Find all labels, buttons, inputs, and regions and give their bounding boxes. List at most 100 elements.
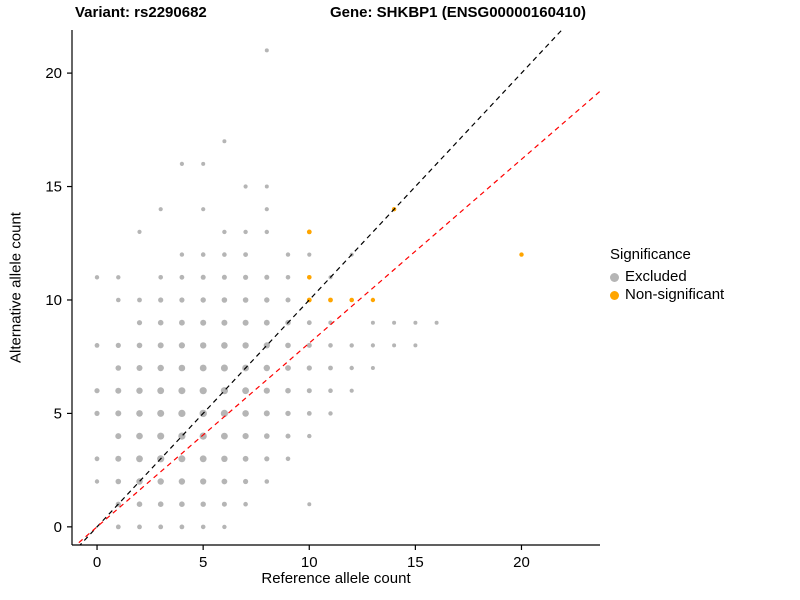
data-point — [158, 275, 163, 280]
points-non-significant — [306, 207, 524, 303]
data-point — [519, 252, 524, 257]
data-point — [179, 274, 185, 280]
data-point — [263, 410, 270, 417]
data-point — [94, 456, 100, 462]
data-point — [94, 388, 100, 394]
data-point — [220, 409, 228, 417]
legend-item-non-significant: Non-significant — [610, 286, 724, 304]
data-point — [349, 297, 355, 303]
data-point — [349, 365, 354, 371]
data-point — [115, 478, 122, 485]
data-point — [222, 252, 227, 257]
data-point — [199, 455, 207, 463]
data-point — [221, 455, 228, 462]
data-point — [136, 320, 143, 326]
data-point — [200, 319, 207, 326]
x-axis: 0 5 10 15 20 — [72, 544, 600, 571]
data-point — [178, 342, 185, 349]
data-point — [349, 343, 354, 348]
data-point — [179, 161, 184, 166]
data-point — [243, 478, 249, 485]
data-point — [370, 343, 375, 348]
data-point — [264, 48, 269, 53]
data-point — [242, 342, 249, 349]
tick-label: 20 — [45, 65, 62, 82]
data-point — [370, 366, 375, 370]
data-point — [200, 478, 207, 485]
data-point — [221, 342, 228, 349]
tick-label: 5 — [54, 405, 62, 422]
data-point — [263, 364, 270, 372]
points-excluded — [94, 48, 439, 530]
data-point — [264, 207, 269, 212]
data-point — [200, 342, 207, 349]
data-point — [307, 502, 312, 507]
data-point — [201, 207, 206, 212]
data-point — [137, 229, 142, 234]
tick-label: 15 — [407, 554, 424, 571]
data-point — [221, 319, 228, 326]
data-point — [179, 297, 185, 303]
data-point — [115, 433, 122, 440]
data-point — [328, 388, 333, 394]
gene-title: Gene: SHKBP1 (ENSG00000160410) — [330, 4, 586, 21]
data-point — [307, 275, 312, 280]
data-point — [349, 388, 354, 393]
data-point — [328, 343, 333, 348]
data-point — [157, 364, 164, 372]
data-point — [285, 365, 291, 371]
data-point — [306, 342, 312, 348]
data-point — [285, 342, 291, 349]
data-point — [178, 409, 186, 417]
data-point — [285, 387, 291, 394]
data-point — [115, 410, 122, 417]
tick-label: 5 — [199, 554, 207, 571]
data-point — [263, 387, 270, 394]
data-point — [136, 387, 143, 394]
data-point — [242, 410, 249, 417]
data-point — [243, 501, 248, 507]
data-point — [94, 275, 100, 280]
data-point — [179, 524, 185, 530]
data-point — [136, 342, 143, 349]
data-point — [115, 342, 121, 348]
data-point — [222, 524, 227, 530]
data-point — [220, 364, 228, 372]
data-point — [243, 184, 248, 189]
expected-ratio-line — [75, 90, 600, 545]
data-point — [264, 229, 269, 235]
data-point — [94, 343, 100, 348]
data-point — [221, 432, 228, 440]
data-point — [158, 524, 164, 530]
data-point — [306, 411, 312, 416]
data-point — [137, 297, 142, 303]
data-point — [285, 410, 291, 417]
data-point — [115, 387, 122, 394]
data-point — [200, 524, 206, 530]
x-axis-label: Reference allele count — [261, 570, 411, 587]
data-point — [285, 275, 291, 280]
data-point — [116, 297, 121, 303]
data-point — [264, 184, 269, 189]
data-point — [137, 524, 142, 530]
data-point — [115, 455, 122, 462]
legend-item-label: Non-significant — [625, 286, 725, 303]
data-point — [413, 343, 418, 348]
data-point — [200, 501, 206, 507]
data-point — [264, 479, 270, 484]
tick-label: 10 — [45, 292, 62, 309]
data-point — [221, 274, 227, 280]
data-point — [370, 297, 376, 303]
data-point — [307, 252, 312, 257]
data-point — [179, 252, 185, 257]
legend: Significance Excluded Non-significant — [610, 246, 724, 304]
data-point — [264, 274, 270, 280]
data-point — [201, 161, 206, 166]
data-point — [392, 343, 397, 348]
data-point — [157, 501, 164, 508]
data-point — [306, 320, 312, 326]
y-axis: 0 5 10 15 20 — [45, 30, 73, 545]
data-point — [285, 297, 291, 303]
